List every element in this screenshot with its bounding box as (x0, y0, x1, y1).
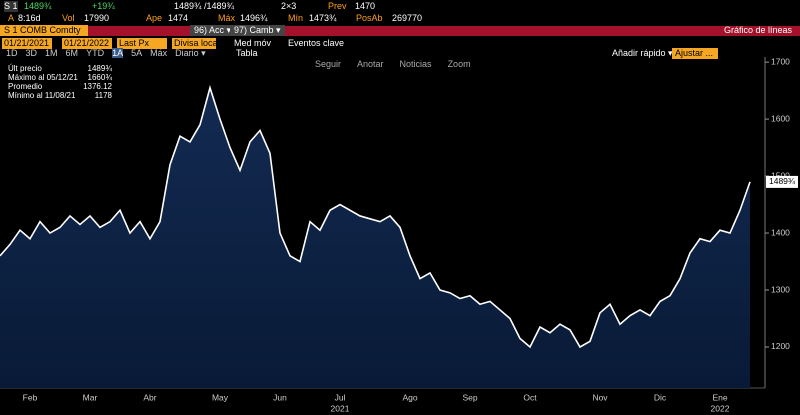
label: Prev (328, 1, 347, 11)
value: 1470 (355, 1, 376, 11)
last-price-tag (766, 175, 798, 188)
change-button[interactable]: 97) Camb ▾ (230, 25, 285, 36)
range-button[interactable]: 5A (131, 48, 143, 58)
y-axis-bg (765, 57, 800, 415)
x-tick-label: Abr (143, 392, 156, 402)
x-tick-label: Ene (712, 392, 727, 402)
range-button[interactable]: 1A (112, 48, 124, 58)
view-title: Gráfico de líneas (724, 25, 793, 35)
y-tick-label: 1300 (771, 284, 790, 294)
range-button[interactable]: 6M (65, 48, 79, 58)
legend-row: Últ precio 1489¾ (8, 64, 112, 73)
price: 1489¾ (24, 1, 52, 11)
legend-value: 1660¾ (87, 73, 112, 82)
legend-value: 1376.12 (83, 82, 112, 91)
ticker: S 1 (4, 1, 18, 12)
y-tick-label: 1600 (771, 113, 790, 123)
x-tick-label: Jul (335, 392, 346, 402)
last-price-label: 1489¾ (769, 176, 796, 186)
legend-value: 1178 (94, 91, 112, 100)
bid-ask: 1489¾ /1489¾ (174, 1, 235, 11)
events[interactable]: Eventos clave (288, 38, 345, 48)
adjust[interactable]: Ajustar ... (672, 48, 718, 59)
table-button[interactable]: Tabla (236, 48, 258, 58)
x-tick-label: Nov (592, 392, 608, 402)
chart-toolbar: Seguir Anotar Noticias Zoom (315, 59, 487, 70)
moving-average[interactable]: Med móv (234, 38, 272, 48)
x-tick-label: Ago (402, 392, 417, 402)
label: Ape (146, 13, 163, 23)
legend-value: 1489¾ (87, 64, 112, 73)
legend: Últ precio 1489¾ Máximo al 05/12/21 1660¾ Pr… (8, 64, 112, 100)
legend-row: Máximo al 05/12/21 1660¾ (8, 73, 112, 82)
actions-button[interactable]: 96) Acc ▾ (190, 25, 236, 36)
tool[interactable]: Anotar (357, 59, 384, 69)
range-button[interactable]: 1D (6, 48, 18, 58)
value: 8:16d (18, 13, 41, 23)
range-button[interactable]: 1M (45, 48, 58, 58)
legend-label: Máximo al 05/12/21 (8, 73, 78, 82)
x-tick-label: Mar (83, 392, 98, 402)
tool[interactable]: Zoom (447, 59, 471, 69)
command-bar: S 1 COMB Comdty 96) Acc ▾ 97) Camb ▾ Grá… (0, 25, 800, 36)
range-button[interactable]: Máx (150, 48, 168, 58)
legend-row: Promedio 1376.12 (8, 82, 112, 91)
value: 1473¾ (309, 13, 337, 23)
start-date[interactable]: 01/21/2021 (2, 38, 52, 49)
legend-label: Mínimo al 11/08/21 (8, 91, 76, 100)
tool[interactable]: Seguir (315, 59, 342, 69)
year-label: 2022 (711, 403, 730, 413)
value: 17990 (84, 13, 110, 23)
size: 2×3 (281, 1, 297, 11)
security[interactable]: S 1 COMB Comdty (0, 25, 88, 36)
currency[interactable]: Divisa local (172, 38, 220, 49)
label: A (8, 13, 15, 23)
label: Vol (62, 13, 75, 23)
area (0, 87, 750, 389)
x-tick-label: Dic (654, 392, 667, 402)
y-tick-label: 1400 (771, 227, 790, 237)
value: 1474 (168, 13, 189, 23)
y-tick-label: 1500 (771, 170, 790, 180)
range-buttons: 1D 3D 1M 6M YTD 1A 5A Máx Diario ▾ (6, 48, 214, 59)
line (0, 84, 751, 349)
end-date[interactable]: 01/21/2022 (62, 38, 112, 49)
legend-label: Últ precio (8, 64, 42, 73)
legend-label: Promedio (8, 82, 43, 91)
x-tick-label: Jun (273, 392, 287, 402)
change: +19¾ (92, 1, 115, 11)
label: Mín (288, 13, 304, 23)
range-button[interactable]: 3D (25, 48, 38, 58)
label: Máx (218, 13, 236, 23)
x-tick-label: Sep (462, 392, 477, 402)
range-button[interactable]: Diario ▾ (175, 48, 206, 58)
x-tick-label: May (212, 392, 229, 402)
legend-row: Mínimo al 11/08/21 1178 (8, 91, 112, 100)
range-button[interactable]: YTD (86, 48, 105, 58)
chart: 1200 1300 1400 1500 1600 1700 Feb Mar Abr May Jun J… (0, 57, 800, 415)
tool[interactable]: Noticias (399, 59, 432, 69)
value: 1496¾ (240, 13, 268, 23)
quick-add[interactable]: Añadir rápido ▾ (612, 48, 673, 58)
label: PosAb (356, 13, 383, 23)
field[interactable]: Last Px (117, 38, 167, 49)
x-tick-label: Feb (23, 392, 38, 402)
x-tick-label: Oct (523, 392, 537, 402)
value: 269770 (392, 13, 423, 23)
year-label: 2021 (331, 403, 350, 413)
y-tick-label: 1200 (771, 341, 790, 351)
y-tick-label: 1700 (771, 57, 790, 66)
